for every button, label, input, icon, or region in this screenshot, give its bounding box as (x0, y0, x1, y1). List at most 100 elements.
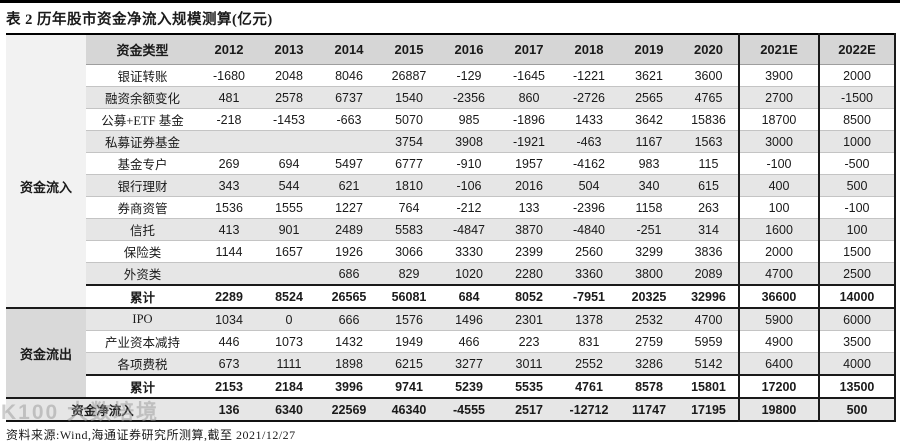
cell-2018: -7951 (559, 284, 619, 308)
cell-2014: 686 (319, 262, 379, 285)
table-row: 各项费税 673 1111 1898 6215 3277 3011 2552 3286 5142 6… (6, 352, 896, 375)
cell-2012: 446 (199, 330, 259, 353)
cell-2014: 8046 (319, 64, 379, 87)
cell-2014: 1926 (319, 240, 379, 263)
column-header-year: 2020 (679, 34, 739, 65)
cell-2022E: -500 (818, 152, 896, 175)
cell-2021E: 2700 (738, 86, 819, 109)
cell-2020: 3836 (679, 240, 739, 263)
cell-2017: -1921 (499, 130, 559, 153)
table-row: 保险类 1144 1657 1926 3066 3330 2399 2560 3299 3836 2… (6, 240, 896, 263)
cell-2020: 3600 (679, 64, 739, 87)
cell-2020: 32996 (679, 284, 739, 308)
column-header-year: 2017 (499, 34, 559, 65)
cell-2018: -12712 (559, 397, 619, 421)
cell-2022E: 14000 (818, 284, 896, 308)
cell-2020: 1563 (679, 130, 739, 153)
cell-2021E: 18700 (738, 108, 819, 131)
cell-2021E: -100 (738, 152, 819, 175)
cell-2017: 2280 (499, 262, 559, 285)
table-row: 银行理财 343 544 621 1810 -106 2016 504 340 615 400 500 (6, 174, 896, 197)
cell-2015: 46340 (379, 397, 439, 421)
row-label: 累计 (86, 374, 199, 398)
row-label: 银行理财 (86, 174, 199, 197)
row-group-label: 资金流入 (6, 64, 86, 308)
cell-2020: 5959 (679, 330, 739, 353)
cell-2013: 1657 (259, 240, 319, 263)
cell-2012: -218 (199, 108, 259, 131)
page-title: 表 2 历年股市资金净流入规模测算(亿元) (6, 12, 273, 28)
cell-2019: 11747 (619, 397, 679, 421)
cell-2015: 829 (379, 262, 439, 285)
corner-cell (6, 34, 86, 65)
cell-2013: 1555 (259, 196, 319, 219)
table-row: 资金净流入 136 6340 22569 46340 -4555 2517 -12712 117… (6, 397, 896, 421)
cell-2020: 263 (679, 196, 739, 219)
cell-2016: 5239 (439, 374, 499, 398)
row-label: IPO (86, 307, 199, 331)
cell-2012: 2289 (199, 284, 259, 308)
cell-2021E: 1600 (738, 218, 819, 241)
cell-2014: 1898 (319, 352, 379, 375)
table-row: 融资余额变化 481 2578 6737 1540 -2356 860 -2726 2565 47… (6, 86, 896, 109)
row-label: 融资余额变化 (86, 86, 199, 109)
cell-2021E: 400 (738, 174, 819, 197)
cell-2019: 20325 (619, 284, 679, 308)
cell-2014: 5497 (319, 152, 379, 175)
cell-2013: 544 (259, 174, 319, 197)
cell-2018: -2726 (559, 86, 619, 109)
cell-2016: 466 (439, 330, 499, 353)
cell-2020: 15801 (679, 374, 739, 398)
cell-2012: 673 (199, 352, 259, 375)
row-label: 各项费税 (86, 352, 199, 375)
cell-2019: 2532 (619, 307, 679, 331)
row-label: 信托 (86, 218, 199, 241)
cell-2022E: 2000 (818, 64, 896, 87)
column-header-year: 2012 (199, 34, 259, 65)
cell-2013: 2578 (259, 86, 319, 109)
cell-2014: 621 (319, 174, 379, 197)
cell-2019: 340 (619, 174, 679, 197)
row-label: 产业资本减持 (86, 330, 199, 353)
cell-2021E: 4900 (738, 330, 819, 353)
cell-2012 (199, 262, 259, 285)
cell-2022E: -1500 (818, 86, 896, 109)
cell-2013: 901 (259, 218, 319, 241)
cell-2022E: -100 (818, 196, 896, 219)
cell-2014: 6737 (319, 86, 379, 109)
cell-2015: 1576 (379, 307, 439, 331)
cell-2016: -129 (439, 64, 499, 87)
cell-2016: 3330 (439, 240, 499, 263)
cell-2019: 3286 (619, 352, 679, 375)
cell-2014: 1432 (319, 330, 379, 353)
table-row: 产业资本减持 446 1073 1432 1949 466 223 831 2759 5959 49… (6, 330, 896, 353)
cell-2015: 5070 (379, 108, 439, 131)
cell-2012 (199, 130, 259, 153)
cell-2012: 1536 (199, 196, 259, 219)
cell-2015: 6215 (379, 352, 439, 375)
cell-2021E: 5900 (738, 307, 819, 331)
cell-2018: 3360 (559, 262, 619, 285)
cell-2017: -1645 (499, 64, 559, 87)
cell-2016: 3908 (439, 130, 499, 153)
cell-2022E: 1500 (818, 240, 896, 263)
cell-2016: 3277 (439, 352, 499, 375)
cell-2016: -2356 (439, 86, 499, 109)
cell-2012: 1034 (199, 307, 259, 331)
cell-2020: 5142 (679, 352, 739, 375)
column-header-year-estimate: 2022E (818, 34, 896, 65)
cell-2017: 1957 (499, 152, 559, 175)
cell-2016: -910 (439, 152, 499, 175)
cell-2015: 9741 (379, 374, 439, 398)
cell-2021E: 6400 (738, 352, 819, 375)
cell-2012: 2153 (199, 374, 259, 398)
cell-2015: 1540 (379, 86, 439, 109)
cell-2022E: 100 (818, 218, 896, 241)
cell-2019: 1167 (619, 130, 679, 153)
cell-2016: -4555 (439, 397, 499, 421)
cell-2013: 8524 (259, 284, 319, 308)
cell-2018: 1378 (559, 307, 619, 331)
cell-2014: 3996 (319, 374, 379, 398)
table-row: 基金专户 269 694 5497 6777 -910 1957 -4162 983 115 -10… (6, 152, 896, 175)
cell-2018: 2560 (559, 240, 619, 263)
